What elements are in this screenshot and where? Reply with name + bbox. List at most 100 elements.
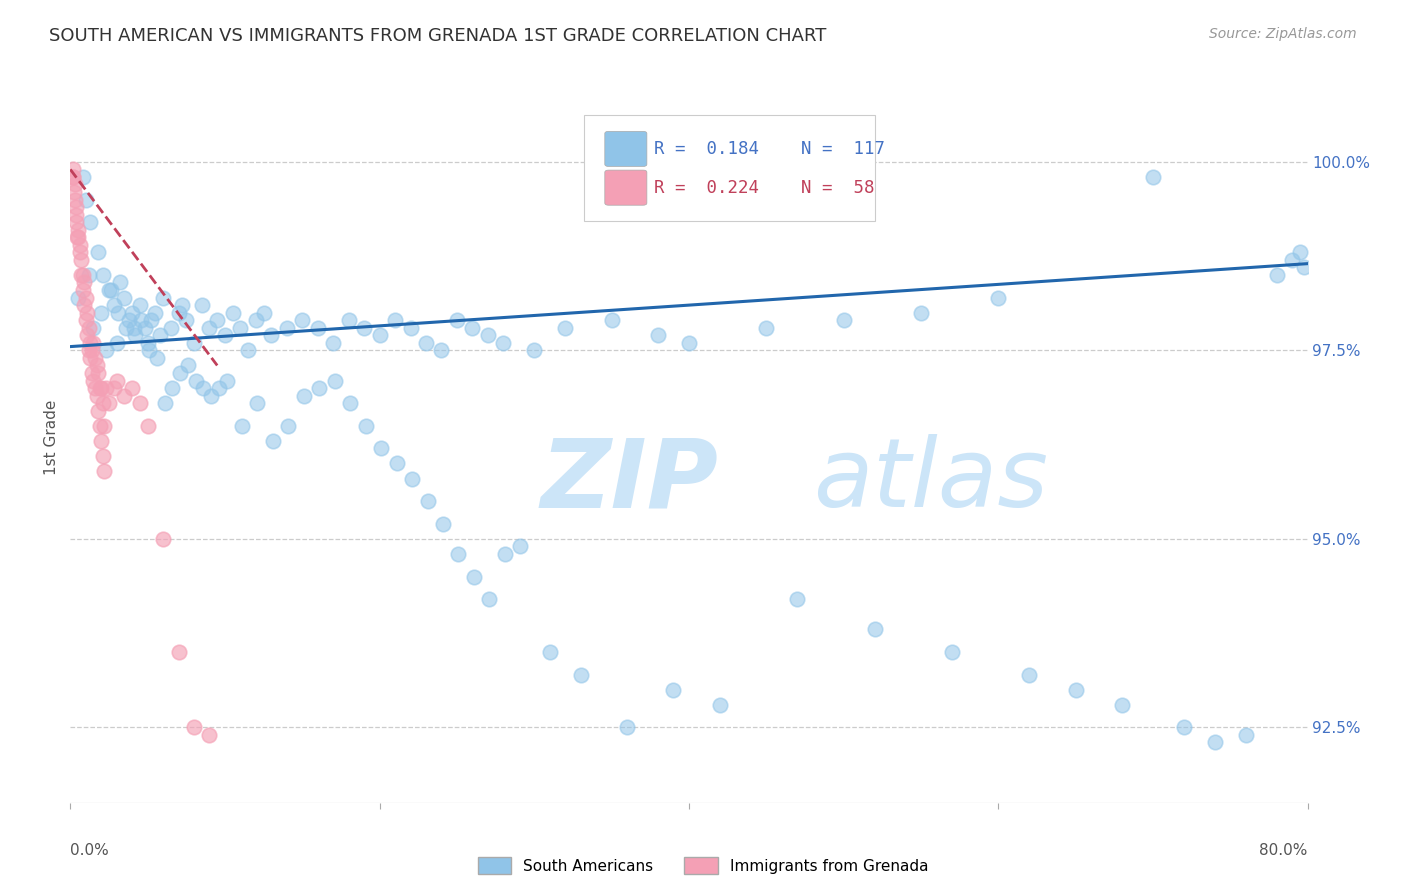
Point <box>353 320 375 334</box>
Point <box>89 418 111 433</box>
Point <box>1204 735 1226 749</box>
Point <box>191 298 214 312</box>
Point <box>167 306 190 320</box>
Point <box>461 320 484 334</box>
Point <box>63 185 86 199</box>
Point <box>72 283 94 297</box>
Point <box>149 328 172 343</box>
Point <box>174 313 197 327</box>
Point <box>370 442 392 456</box>
Point <box>62 162 84 177</box>
Point <box>65 208 87 222</box>
Point <box>494 547 516 561</box>
Point <box>63 193 86 207</box>
Point <box>103 298 125 312</box>
Point <box>1234 728 1257 742</box>
Point <box>129 396 152 410</box>
Point <box>647 328 669 343</box>
Legend: South Americans, Immigrants from Grenada: South Americans, Immigrants from Grenada <box>471 851 935 880</box>
Point <box>253 306 276 320</box>
Point <box>94 381 117 395</box>
Point <box>523 343 546 358</box>
Point <box>67 291 90 305</box>
Point <box>65 200 87 214</box>
Point <box>323 374 346 388</box>
Point <box>139 313 162 327</box>
Point <box>105 374 128 388</box>
Point <box>492 335 515 350</box>
Point <box>246 396 269 410</box>
Point <box>162 381 184 395</box>
Point <box>447 547 470 561</box>
Point <box>207 313 229 327</box>
Point <box>198 320 221 334</box>
Point <box>368 328 391 343</box>
Point <box>200 389 222 403</box>
Point <box>463 569 485 583</box>
Point <box>63 178 86 192</box>
Point <box>84 381 107 395</box>
Point <box>193 381 215 395</box>
Point <box>198 728 221 742</box>
Point <box>446 313 468 327</box>
Point <box>91 396 114 410</box>
Point <box>114 291 135 305</box>
Point <box>662 682 685 697</box>
Point <box>115 320 138 334</box>
FancyBboxPatch shape <box>605 131 647 167</box>
Point <box>76 328 98 343</box>
Point <box>1289 245 1312 260</box>
Point <box>231 418 253 433</box>
Point <box>145 306 166 320</box>
Point <box>432 516 454 531</box>
Point <box>245 313 267 327</box>
Point <box>153 396 176 410</box>
Point <box>709 698 731 712</box>
Point <box>863 623 886 637</box>
Point <box>98 283 120 297</box>
Point <box>136 335 159 350</box>
Point <box>80 343 103 358</box>
Point <box>77 343 100 358</box>
Point <box>72 169 94 184</box>
Point <box>122 320 145 334</box>
Point <box>262 434 284 448</box>
Point <box>62 169 84 184</box>
Point <box>238 343 260 358</box>
Point <box>554 320 576 334</box>
Point <box>229 320 252 334</box>
Point <box>77 268 100 282</box>
Point <box>152 532 174 546</box>
Point <box>69 245 91 260</box>
Point <box>87 245 110 260</box>
Point <box>90 306 112 320</box>
Point <box>910 306 932 320</box>
Point <box>131 313 153 327</box>
Point <box>107 306 129 320</box>
Point <box>105 335 128 350</box>
Point <box>118 313 141 327</box>
Point <box>354 418 377 433</box>
Point <box>208 381 231 395</box>
Point <box>1064 682 1087 697</box>
Point <box>477 328 499 343</box>
Point <box>100 283 122 297</box>
Point <box>1294 260 1316 275</box>
Point <box>832 313 855 327</box>
Point <box>91 449 114 463</box>
Point <box>62 169 84 184</box>
Y-axis label: 1st Grade: 1st Grade <box>44 400 59 475</box>
Point <box>183 720 205 734</box>
Point <box>170 298 193 312</box>
Point <box>415 335 437 350</box>
Text: 0.0%: 0.0% <box>70 843 110 858</box>
Point <box>146 351 169 365</box>
Point <box>786 592 808 607</box>
Point <box>1173 720 1195 734</box>
Point <box>76 306 98 320</box>
Point <box>134 320 156 334</box>
Point <box>1142 169 1164 184</box>
Point <box>308 381 330 395</box>
FancyBboxPatch shape <box>605 170 647 205</box>
Point <box>292 389 315 403</box>
